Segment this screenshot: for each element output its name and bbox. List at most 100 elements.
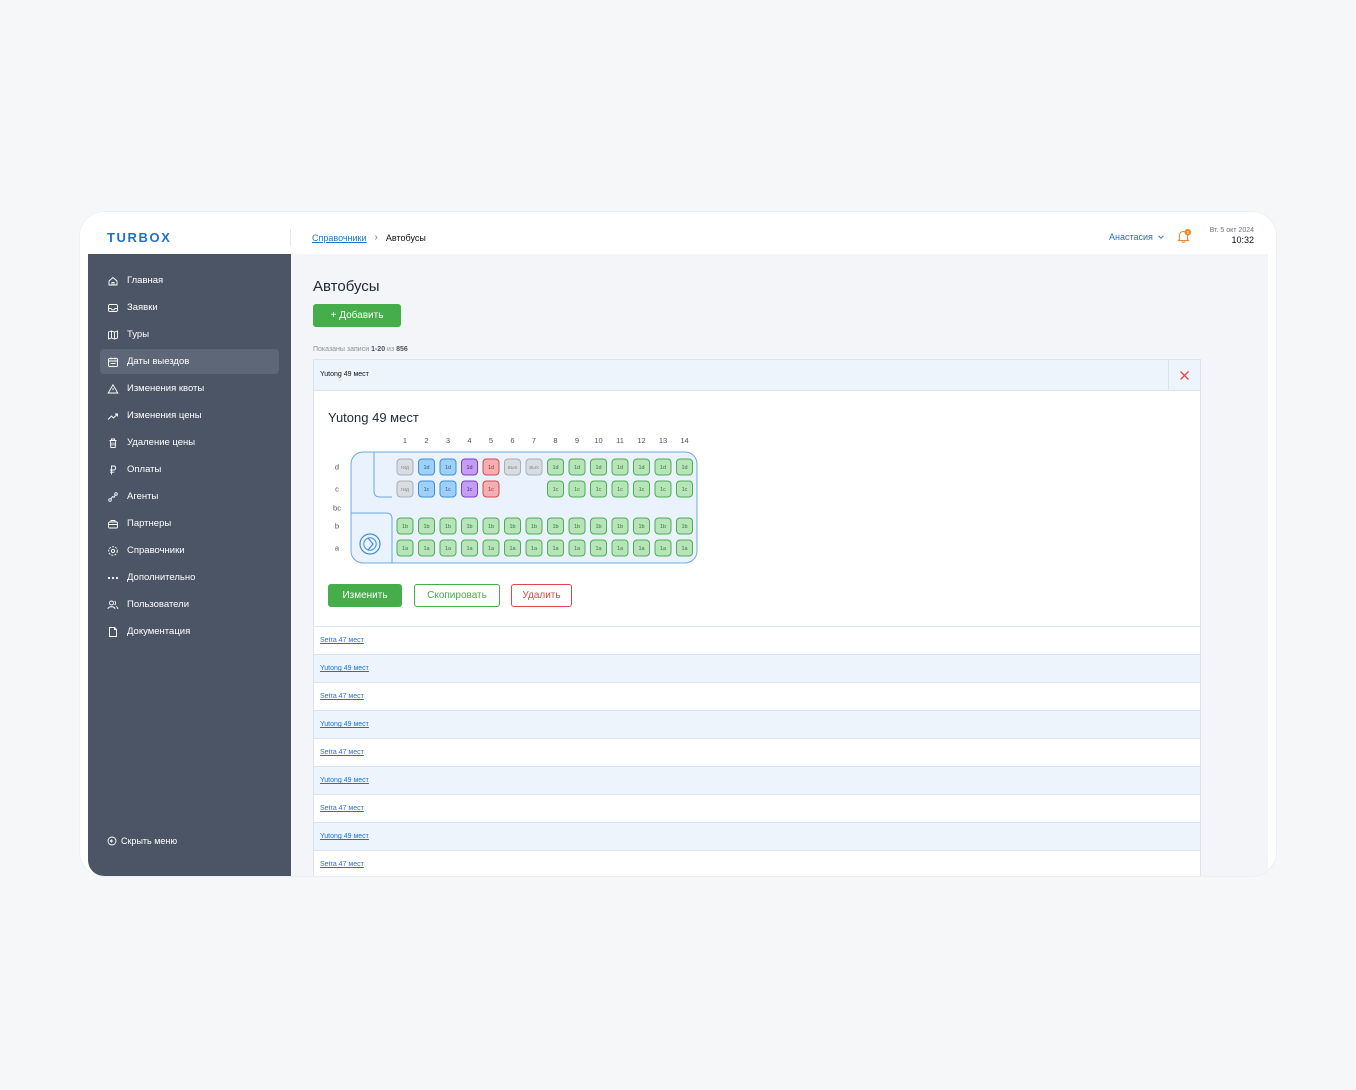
bus-link[interactable]: Setra 47 мест xyxy=(320,637,364,644)
sidebar-item-10[interactable]: Справочники xyxy=(100,538,279,563)
sidebar-item-11[interactable]: Дополнительно xyxy=(100,565,279,590)
seat[interactable] xyxy=(439,480,457,498)
bus-link[interactable]: Setra 47 мест xyxy=(320,749,364,756)
seat[interactable] xyxy=(547,480,564,498)
bus-link[interactable]: Setra 47 мест xyxy=(320,805,364,812)
seat[interactable] xyxy=(418,480,435,498)
seat-label: 1a xyxy=(445,546,452,552)
bus-link[interactable]: Yutong 49 мест xyxy=(320,833,369,840)
seat[interactable] xyxy=(396,517,414,535)
seat[interactable] xyxy=(590,480,607,498)
seat[interactable] xyxy=(482,458,500,476)
seat[interactable] xyxy=(396,480,414,498)
seat[interactable] xyxy=(654,458,672,476)
seat[interactable] xyxy=(633,539,650,557)
seat[interactable] xyxy=(439,539,457,557)
seat[interactable] xyxy=(418,517,435,535)
seat[interactable] xyxy=(654,517,672,535)
sidebar-item-9[interactable]: Партнеры xyxy=(100,511,279,536)
seat[interactable] xyxy=(439,458,457,476)
seat[interactable] xyxy=(611,539,629,557)
edit-button[interactable]: Изменить xyxy=(328,584,402,607)
sidebar-item-7[interactable]: Оплаты xyxy=(100,457,279,482)
seat[interactable] xyxy=(418,458,435,476)
seat[interactable] xyxy=(504,458,521,476)
seat-label: 1a xyxy=(574,546,581,552)
seat[interactable] xyxy=(676,480,693,498)
sidebar-item-12[interactable]: Пользователи xyxy=(100,592,279,617)
user-menu[interactable]: Анастасия xyxy=(1109,232,1165,242)
sidebar-item-13[interactable]: Документация xyxy=(100,619,279,644)
seat[interactable] xyxy=(633,458,650,476)
seat[interactable] xyxy=(590,517,607,535)
seat[interactable] xyxy=(676,539,693,557)
seat[interactable] xyxy=(525,458,543,476)
seat[interactable] xyxy=(590,539,607,557)
bus-card-header[interactable]: Yutong 49 мест xyxy=(314,360,1200,391)
seat[interactable] xyxy=(676,517,693,535)
steering-wheel-icon xyxy=(359,533,381,555)
seat[interactable] xyxy=(461,517,478,535)
close-button[interactable] xyxy=(1168,360,1200,390)
bell-icon[interactable]: 3 xyxy=(1176,228,1192,244)
seat[interactable] xyxy=(461,458,478,476)
seat-label: 1d xyxy=(660,465,666,471)
sidebar-item-3[interactable]: Даты выездов xyxy=(100,349,279,374)
delete-button[interactable]: Удалить xyxy=(511,584,572,607)
seat[interactable] xyxy=(461,480,478,498)
seat[interactable] xyxy=(568,539,586,557)
sidebar-item-8[interactable]: Агенты xyxy=(100,484,279,509)
records-range: 1-20 xyxy=(371,346,386,353)
seat[interactable] xyxy=(633,517,650,535)
seat[interactable] xyxy=(611,458,629,476)
seat[interactable] xyxy=(418,539,435,557)
seat[interactable] xyxy=(439,517,457,535)
logo[interactable]: TURBOX xyxy=(107,230,172,245)
seat[interactable] xyxy=(611,517,629,535)
seat[interactable] xyxy=(633,480,650,498)
seat[interactable] xyxy=(676,458,693,476)
seat[interactable] xyxy=(611,480,629,498)
seat[interactable] xyxy=(590,458,607,476)
seat[interactable] xyxy=(547,539,564,557)
list-item: Setra 47 мест xyxy=(313,683,1201,711)
list-item: Setra 47 мест xyxy=(313,851,1201,876)
seat[interactable] xyxy=(396,458,414,476)
bus-link[interactable]: Setra 47 мест xyxy=(320,693,364,700)
seat[interactable] xyxy=(568,458,586,476)
seat[interactable] xyxy=(547,458,564,476)
seat[interactable] xyxy=(504,517,521,535)
seat[interactable] xyxy=(504,539,521,557)
sidebar-item-6[interactable]: Удаление цены xyxy=(100,430,279,455)
sidebar-item-label: Изменения квоты xyxy=(127,383,205,394)
seat[interactable] xyxy=(654,480,672,498)
seat[interactable] xyxy=(568,517,586,535)
bus-link[interactable]: Yutong 49 мест xyxy=(320,665,369,672)
sidebar-item-label: Пользователи xyxy=(127,599,190,610)
seat[interactable] xyxy=(482,517,500,535)
seat[interactable] xyxy=(525,517,543,535)
seat[interactable] xyxy=(654,539,672,557)
seat[interactable] xyxy=(525,539,543,557)
sidebar-item-5[interactable]: Изменения цены xyxy=(100,403,279,428)
seat[interactable] xyxy=(396,539,414,557)
seat[interactable] xyxy=(568,480,586,498)
seat[interactable] xyxy=(461,539,478,557)
bus-link[interactable]: Yutong 49 мест xyxy=(320,721,369,728)
seat[interactable] xyxy=(482,480,500,498)
sidebar-item-4[interactable]: Изменения квоты xyxy=(100,376,279,401)
add-button[interactable]: + Добавить xyxy=(313,304,401,327)
bus-link[interactable]: Setra 47 мест xyxy=(320,861,364,868)
sidebar-item-2[interactable]: Туры xyxy=(100,322,279,347)
sidebar-item-0[interactable]: Главная xyxy=(100,268,279,293)
sidebar-item-label: Дополнительно xyxy=(127,572,196,583)
seat[interactable] xyxy=(482,539,500,557)
hide-menu-button[interactable]: Скрыть меню xyxy=(107,836,177,846)
copy-button[interactable]: Скопировать xyxy=(414,584,500,607)
breadcrumb-parent-link[interactable]: Справочники xyxy=(312,232,367,243)
sidebar-item-1[interactable]: Заявки xyxy=(100,295,279,320)
bus-link[interactable]: Yutong 49 мест xyxy=(320,777,369,784)
breadcrumb: Справочники › Автобусы xyxy=(312,232,426,243)
bus-body xyxy=(350,451,698,564)
seat[interactable] xyxy=(547,517,564,535)
